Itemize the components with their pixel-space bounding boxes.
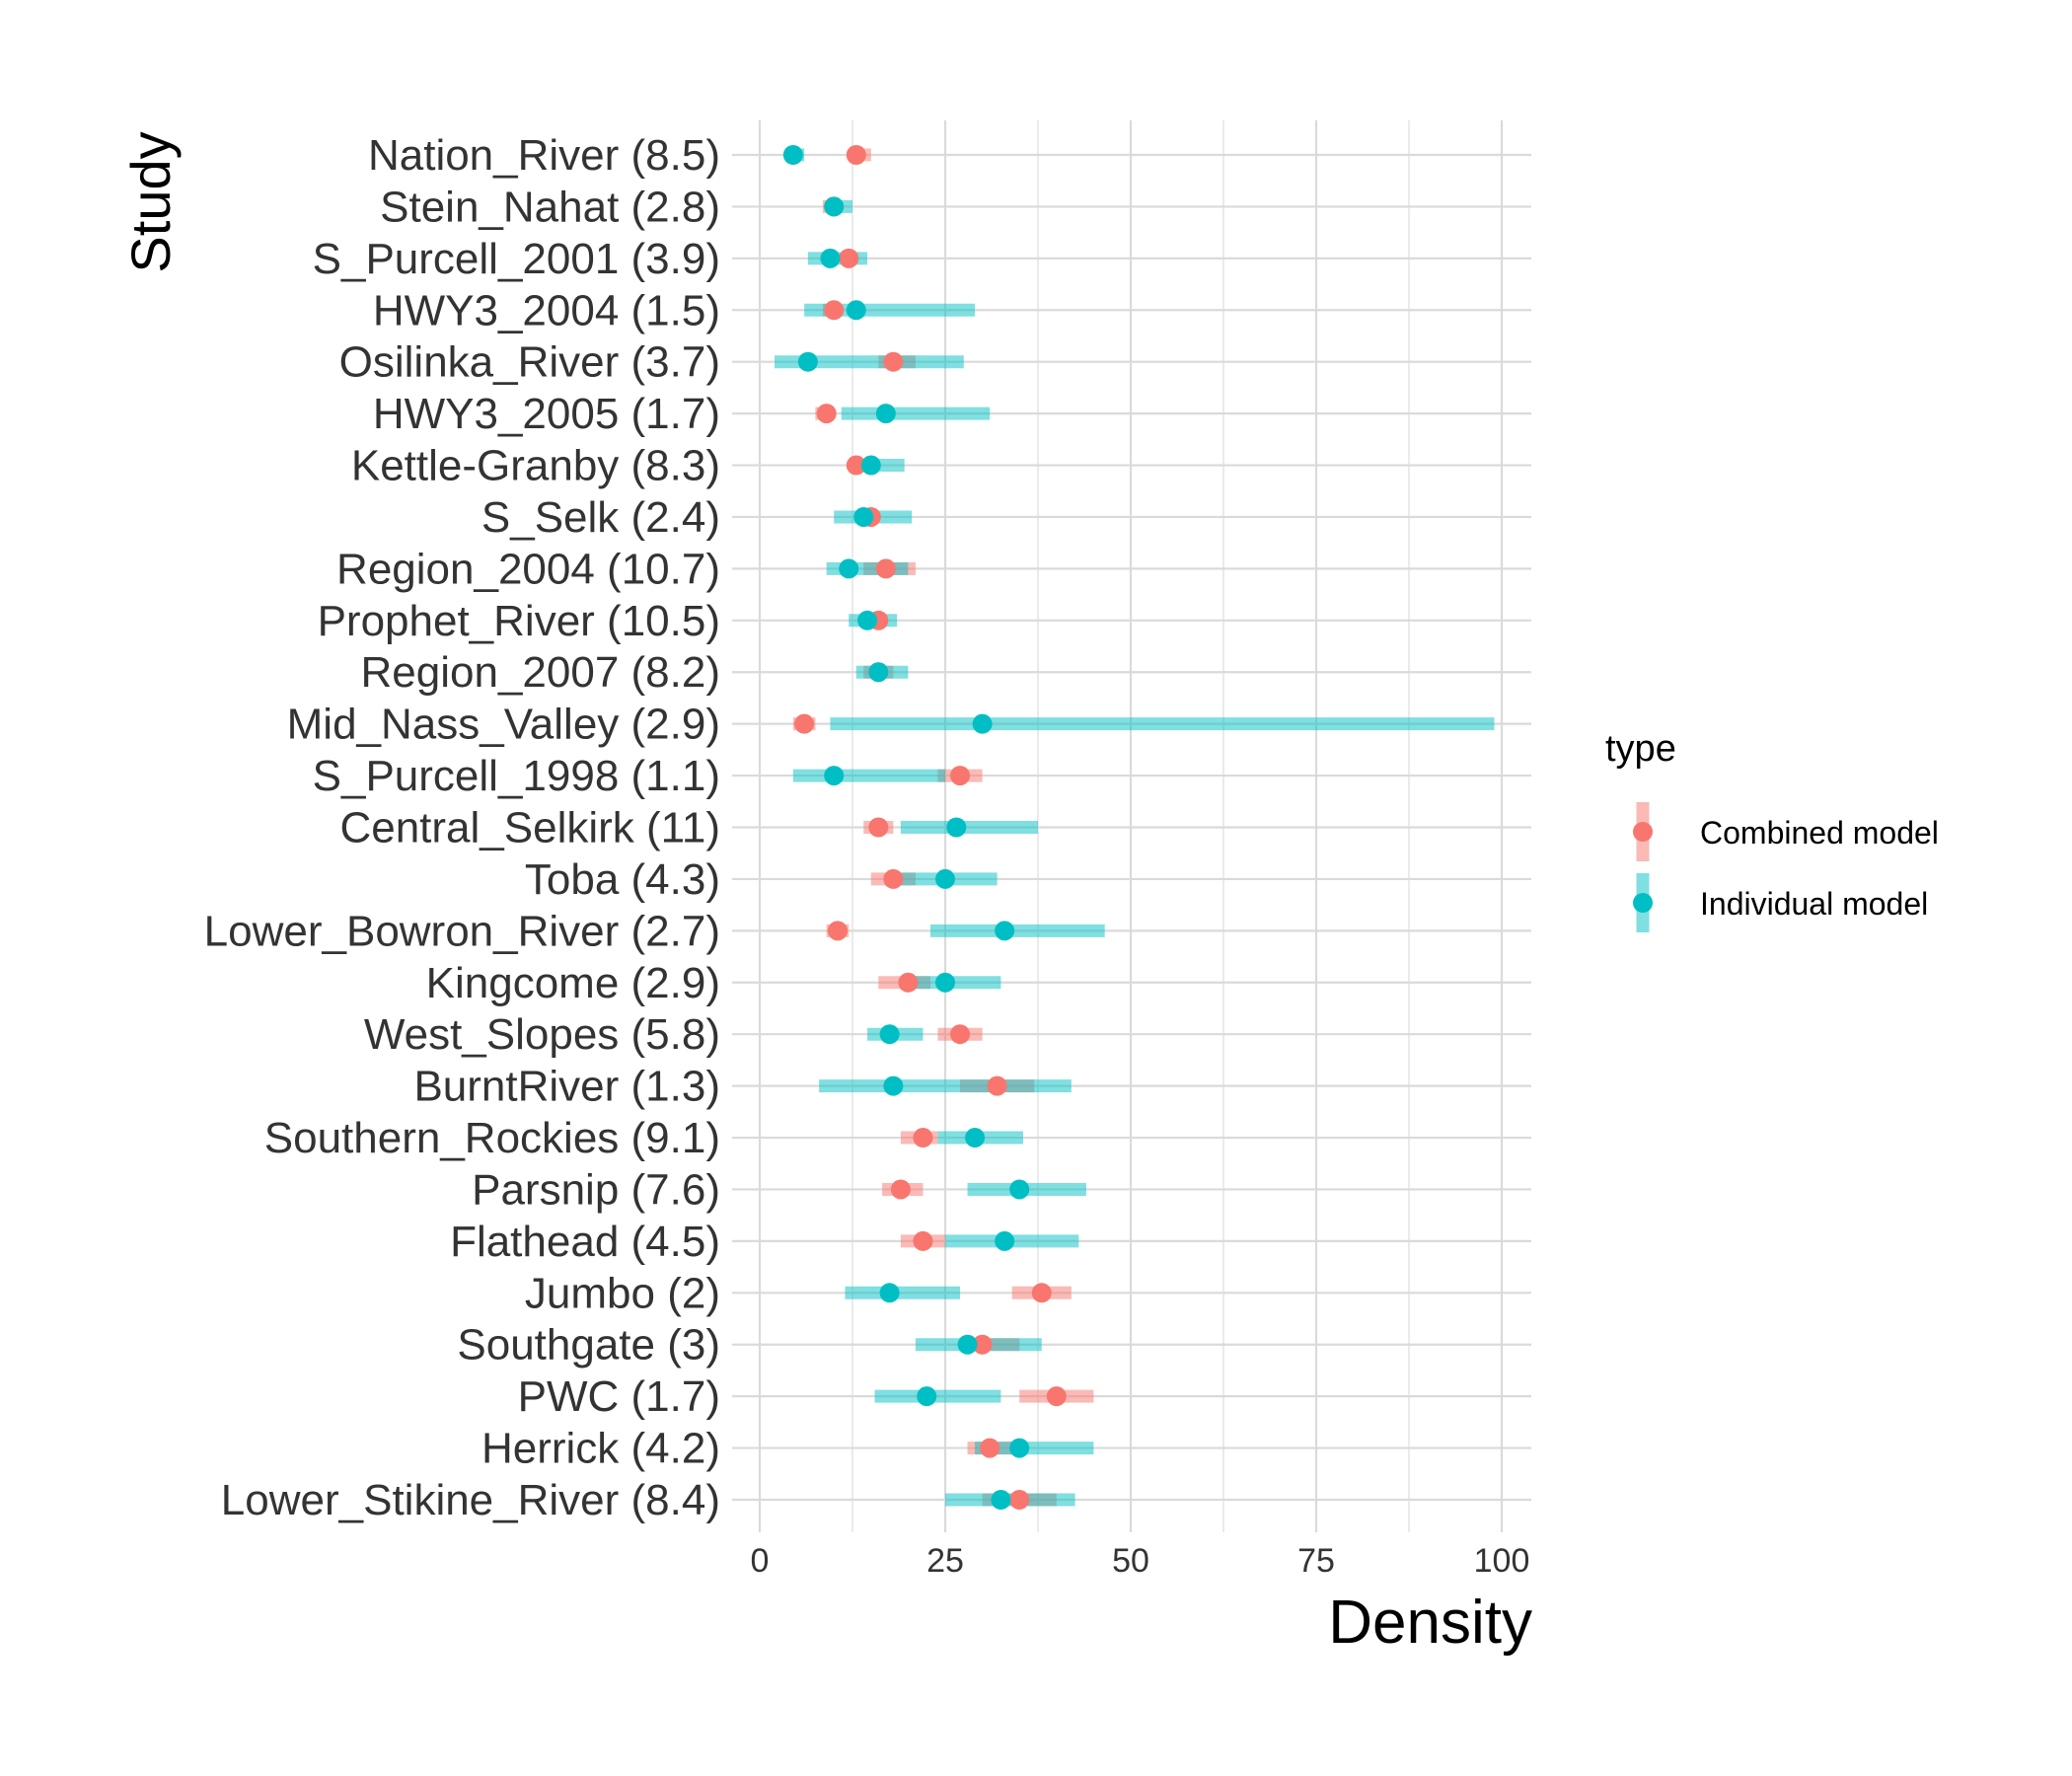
y-tick-label: Lower_Bowron_River (2.7) xyxy=(204,907,720,955)
individual-point xyxy=(995,921,1015,941)
individual-point xyxy=(820,248,841,268)
combined-point xyxy=(868,817,889,838)
combined-point xyxy=(846,455,866,476)
individual-point xyxy=(991,1490,1011,1510)
combined-point xyxy=(839,248,859,268)
combined-point xyxy=(883,868,904,889)
individual-point xyxy=(839,558,859,579)
y-tick-label: Osilinka_River (3.7) xyxy=(339,338,720,387)
y-tick-label: Stein_Nahat (2.8) xyxy=(380,183,720,231)
individual-point xyxy=(782,145,803,165)
individual-point xyxy=(857,610,878,630)
legend: type Combined model Individual model xyxy=(1605,728,1939,932)
y-tick-label: Nation_River (8.5) xyxy=(368,131,720,180)
y-tick-label: HWY3_2005 (1.7) xyxy=(373,390,720,438)
combined-point xyxy=(1031,1283,1052,1303)
x-tick-label: 50 xyxy=(1112,1542,1149,1580)
y-tick-label: Kingcome (2.9) xyxy=(426,959,720,1007)
combined-point xyxy=(980,1438,1000,1458)
individual-point xyxy=(853,506,874,527)
individual-point xyxy=(935,972,955,993)
individual-point xyxy=(846,300,866,321)
y-tick-label: S_Selk (2.4) xyxy=(481,493,720,542)
legend-individual-point xyxy=(1633,893,1653,913)
individual-point xyxy=(875,404,896,424)
y-tick-label: Region_2004 (10.7) xyxy=(336,545,720,593)
y-tick-label: S_Purcell_1998 (1.1) xyxy=(313,752,720,800)
combined-point xyxy=(890,1179,911,1200)
individual-point xyxy=(1009,1179,1030,1200)
combined-point xyxy=(824,300,845,321)
combined-point xyxy=(950,1024,971,1045)
individual-point xyxy=(824,766,845,786)
combined-point xyxy=(875,558,896,579)
combined-point xyxy=(794,713,815,734)
x-tick-label: 0 xyxy=(751,1542,770,1580)
individual-point xyxy=(879,1024,900,1045)
legend-individual-label: Individual model xyxy=(1700,886,1928,922)
y-tick-label: Kettle-Granby (8.3) xyxy=(351,442,720,490)
legend-combined-point xyxy=(1633,822,1653,842)
individual-point xyxy=(946,817,967,838)
y-tick-label: Jumbo (2) xyxy=(525,1269,720,1317)
x-tick-label: 75 xyxy=(1297,1542,1335,1580)
individual-point xyxy=(824,196,845,217)
legend-title: type xyxy=(1605,728,1676,770)
individual-point xyxy=(1009,1438,1030,1458)
x-axis-title: Density xyxy=(1328,1589,1532,1657)
y-tick-label: Lower_Stikine_River (8.4) xyxy=(221,1476,720,1524)
y-tick-label: Southgate (3) xyxy=(457,1321,720,1369)
y-tick-labels: Nation_River (8.5)Stein_Nahat (2.8)S_Pur… xyxy=(204,131,720,1524)
individual-point xyxy=(860,455,881,476)
y-tick-label: Southern_Rockies (9.1) xyxy=(264,1114,720,1162)
individual-point xyxy=(917,1386,937,1407)
y-tick-label: S_Purcell_2001 (3.9) xyxy=(313,235,720,283)
y-tick-label: Parsnip (7.6) xyxy=(472,1165,720,1214)
point-estimates xyxy=(782,145,1067,1510)
x-tick-label: 100 xyxy=(1474,1542,1530,1580)
y-tick-label: PWC (1.7) xyxy=(518,1372,720,1421)
combined-point xyxy=(883,351,904,372)
individual-point xyxy=(879,1283,900,1303)
individual-point xyxy=(868,662,889,683)
combined-point xyxy=(827,921,848,941)
combined-point xyxy=(816,404,837,424)
y-tick-label: HWY3_2004 (1.5) xyxy=(373,286,720,334)
combined-point xyxy=(913,1128,933,1148)
x-tick-labels: 0 25 50 75 100 xyxy=(751,1542,1530,1580)
combined-point xyxy=(987,1075,1007,1096)
y-tick-label: Prophet_River (10.5) xyxy=(318,597,720,645)
y-tick-label: Herrick (4.2) xyxy=(481,1425,720,1473)
legend-items: Combined model Individual model xyxy=(1633,802,1939,932)
y-tick-label: Region_2007 (8.2) xyxy=(361,648,720,697)
gridlines xyxy=(732,120,1531,1532)
individual-point xyxy=(965,1128,986,1148)
y-axis-title: Study xyxy=(119,131,182,272)
y-tick-label: West_Slopes (5.8) xyxy=(364,1010,720,1059)
combined-point xyxy=(898,972,919,993)
combined-point xyxy=(1046,1386,1067,1407)
y-tick-label: Toba (4.3) xyxy=(525,855,720,904)
y-tick-label: Flathead (4.5) xyxy=(450,1218,720,1266)
x-tick-label: 25 xyxy=(926,1542,964,1580)
y-tick-label: Central_Selkirk (11) xyxy=(339,804,720,852)
combined-point xyxy=(1009,1490,1030,1510)
legend-combined-label: Combined model xyxy=(1700,815,1939,851)
individual-point xyxy=(972,713,993,734)
combined-point xyxy=(950,766,971,786)
combined-point xyxy=(972,1334,993,1355)
combined-point xyxy=(913,1230,933,1251)
y-tick-label: Mid_Nass_Valley (2.9) xyxy=(287,701,720,749)
individual-point xyxy=(797,351,818,372)
individual-point xyxy=(883,1075,904,1096)
individual-point xyxy=(935,868,955,889)
individual-point xyxy=(995,1230,1015,1251)
combined-point xyxy=(846,145,866,165)
individual-point xyxy=(957,1334,978,1355)
y-tick-label: BurntRiver (1.3) xyxy=(413,1063,720,1111)
